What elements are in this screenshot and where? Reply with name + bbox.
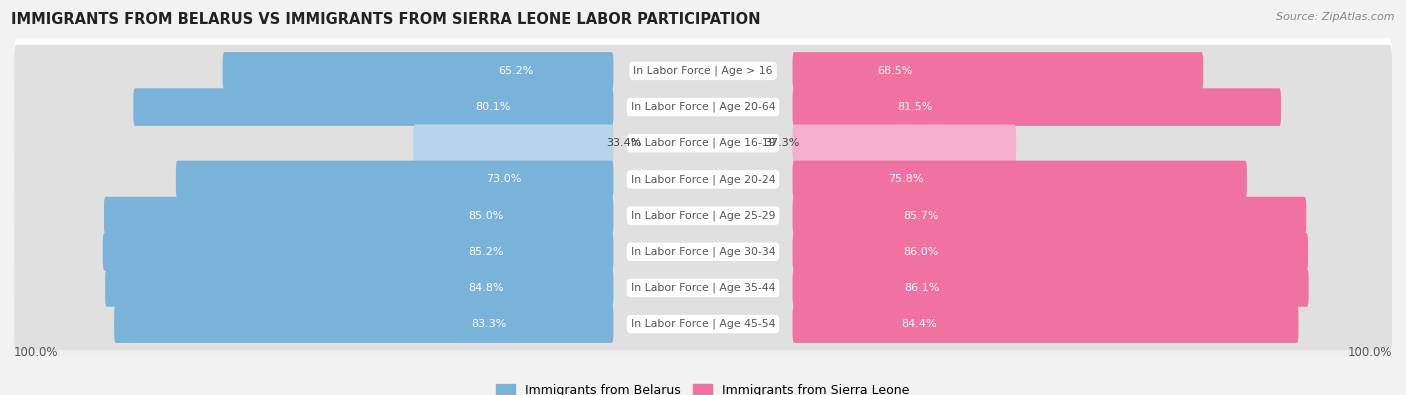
Text: Source: ZipAtlas.com: Source: ZipAtlas.com [1277, 12, 1395, 22]
FancyBboxPatch shape [14, 226, 1392, 278]
FancyBboxPatch shape [14, 117, 1392, 169]
Text: 83.3%: 83.3% [471, 319, 506, 329]
Text: 85.2%: 85.2% [468, 247, 503, 257]
Text: IMMIGRANTS FROM BELARUS VS IMMIGRANTS FROM SIERRA LEONE LABOR PARTICIPATION: IMMIGRANTS FROM BELARUS VS IMMIGRANTS FR… [11, 12, 761, 27]
FancyBboxPatch shape [14, 45, 1392, 97]
Text: In Labor Force | Age > 16: In Labor Force | Age > 16 [633, 66, 773, 76]
FancyBboxPatch shape [14, 183, 1392, 248]
FancyBboxPatch shape [14, 298, 1392, 350]
Text: 33.4%: 33.4% [606, 138, 641, 148]
Text: 86.1%: 86.1% [904, 283, 939, 293]
FancyBboxPatch shape [793, 269, 1309, 307]
FancyBboxPatch shape [14, 81, 1392, 133]
Text: 81.5%: 81.5% [897, 102, 932, 112]
Text: 86.0%: 86.0% [904, 247, 939, 257]
Legend: Immigrants from Belarus, Immigrants from Sierra Leone: Immigrants from Belarus, Immigrants from… [492, 379, 914, 395]
Text: 73.0%: 73.0% [486, 175, 522, 184]
FancyBboxPatch shape [14, 219, 1392, 284]
Text: 85.0%: 85.0% [468, 211, 503, 220]
FancyBboxPatch shape [793, 88, 1281, 126]
FancyBboxPatch shape [793, 124, 1017, 162]
Text: In Labor Force | Age 30-34: In Labor Force | Age 30-34 [631, 246, 775, 257]
FancyBboxPatch shape [413, 124, 613, 162]
Text: In Labor Force | Age 20-64: In Labor Force | Age 20-64 [631, 102, 775, 112]
Text: In Labor Force | Age 25-29: In Labor Force | Age 25-29 [631, 210, 775, 221]
FancyBboxPatch shape [134, 88, 613, 126]
Text: 80.1%: 80.1% [475, 102, 512, 112]
Text: 100.0%: 100.0% [14, 346, 59, 359]
FancyBboxPatch shape [793, 305, 1298, 343]
Text: 65.2%: 65.2% [498, 66, 533, 76]
Text: In Labor Force | Age 35-44: In Labor Force | Age 35-44 [631, 283, 775, 293]
FancyBboxPatch shape [14, 292, 1392, 357]
FancyBboxPatch shape [793, 52, 1204, 90]
FancyBboxPatch shape [14, 256, 1392, 320]
FancyBboxPatch shape [793, 233, 1308, 271]
Text: 75.8%: 75.8% [889, 175, 924, 184]
FancyBboxPatch shape [103, 233, 613, 271]
FancyBboxPatch shape [14, 190, 1392, 242]
Text: 84.8%: 84.8% [468, 283, 505, 293]
FancyBboxPatch shape [114, 305, 613, 343]
FancyBboxPatch shape [14, 153, 1392, 205]
Text: 84.4%: 84.4% [901, 319, 936, 329]
FancyBboxPatch shape [222, 52, 613, 90]
FancyBboxPatch shape [105, 269, 613, 307]
FancyBboxPatch shape [14, 262, 1392, 314]
Text: In Labor Force | Age 16-19: In Labor Force | Age 16-19 [631, 138, 775, 149]
Text: 100.0%: 100.0% [1347, 346, 1392, 359]
Text: 37.3%: 37.3% [765, 138, 800, 148]
FancyBboxPatch shape [793, 161, 1247, 198]
Text: In Labor Force | Age 20-24: In Labor Force | Age 20-24 [631, 174, 775, 185]
FancyBboxPatch shape [14, 38, 1392, 103]
FancyBboxPatch shape [176, 161, 613, 198]
Text: In Labor Force | Age 45-54: In Labor Force | Age 45-54 [631, 319, 775, 329]
FancyBboxPatch shape [14, 147, 1392, 212]
FancyBboxPatch shape [14, 75, 1392, 139]
FancyBboxPatch shape [14, 111, 1392, 176]
Text: 85.7%: 85.7% [903, 211, 939, 220]
FancyBboxPatch shape [793, 197, 1306, 234]
Text: 68.5%: 68.5% [877, 66, 912, 76]
FancyBboxPatch shape [104, 197, 613, 234]
